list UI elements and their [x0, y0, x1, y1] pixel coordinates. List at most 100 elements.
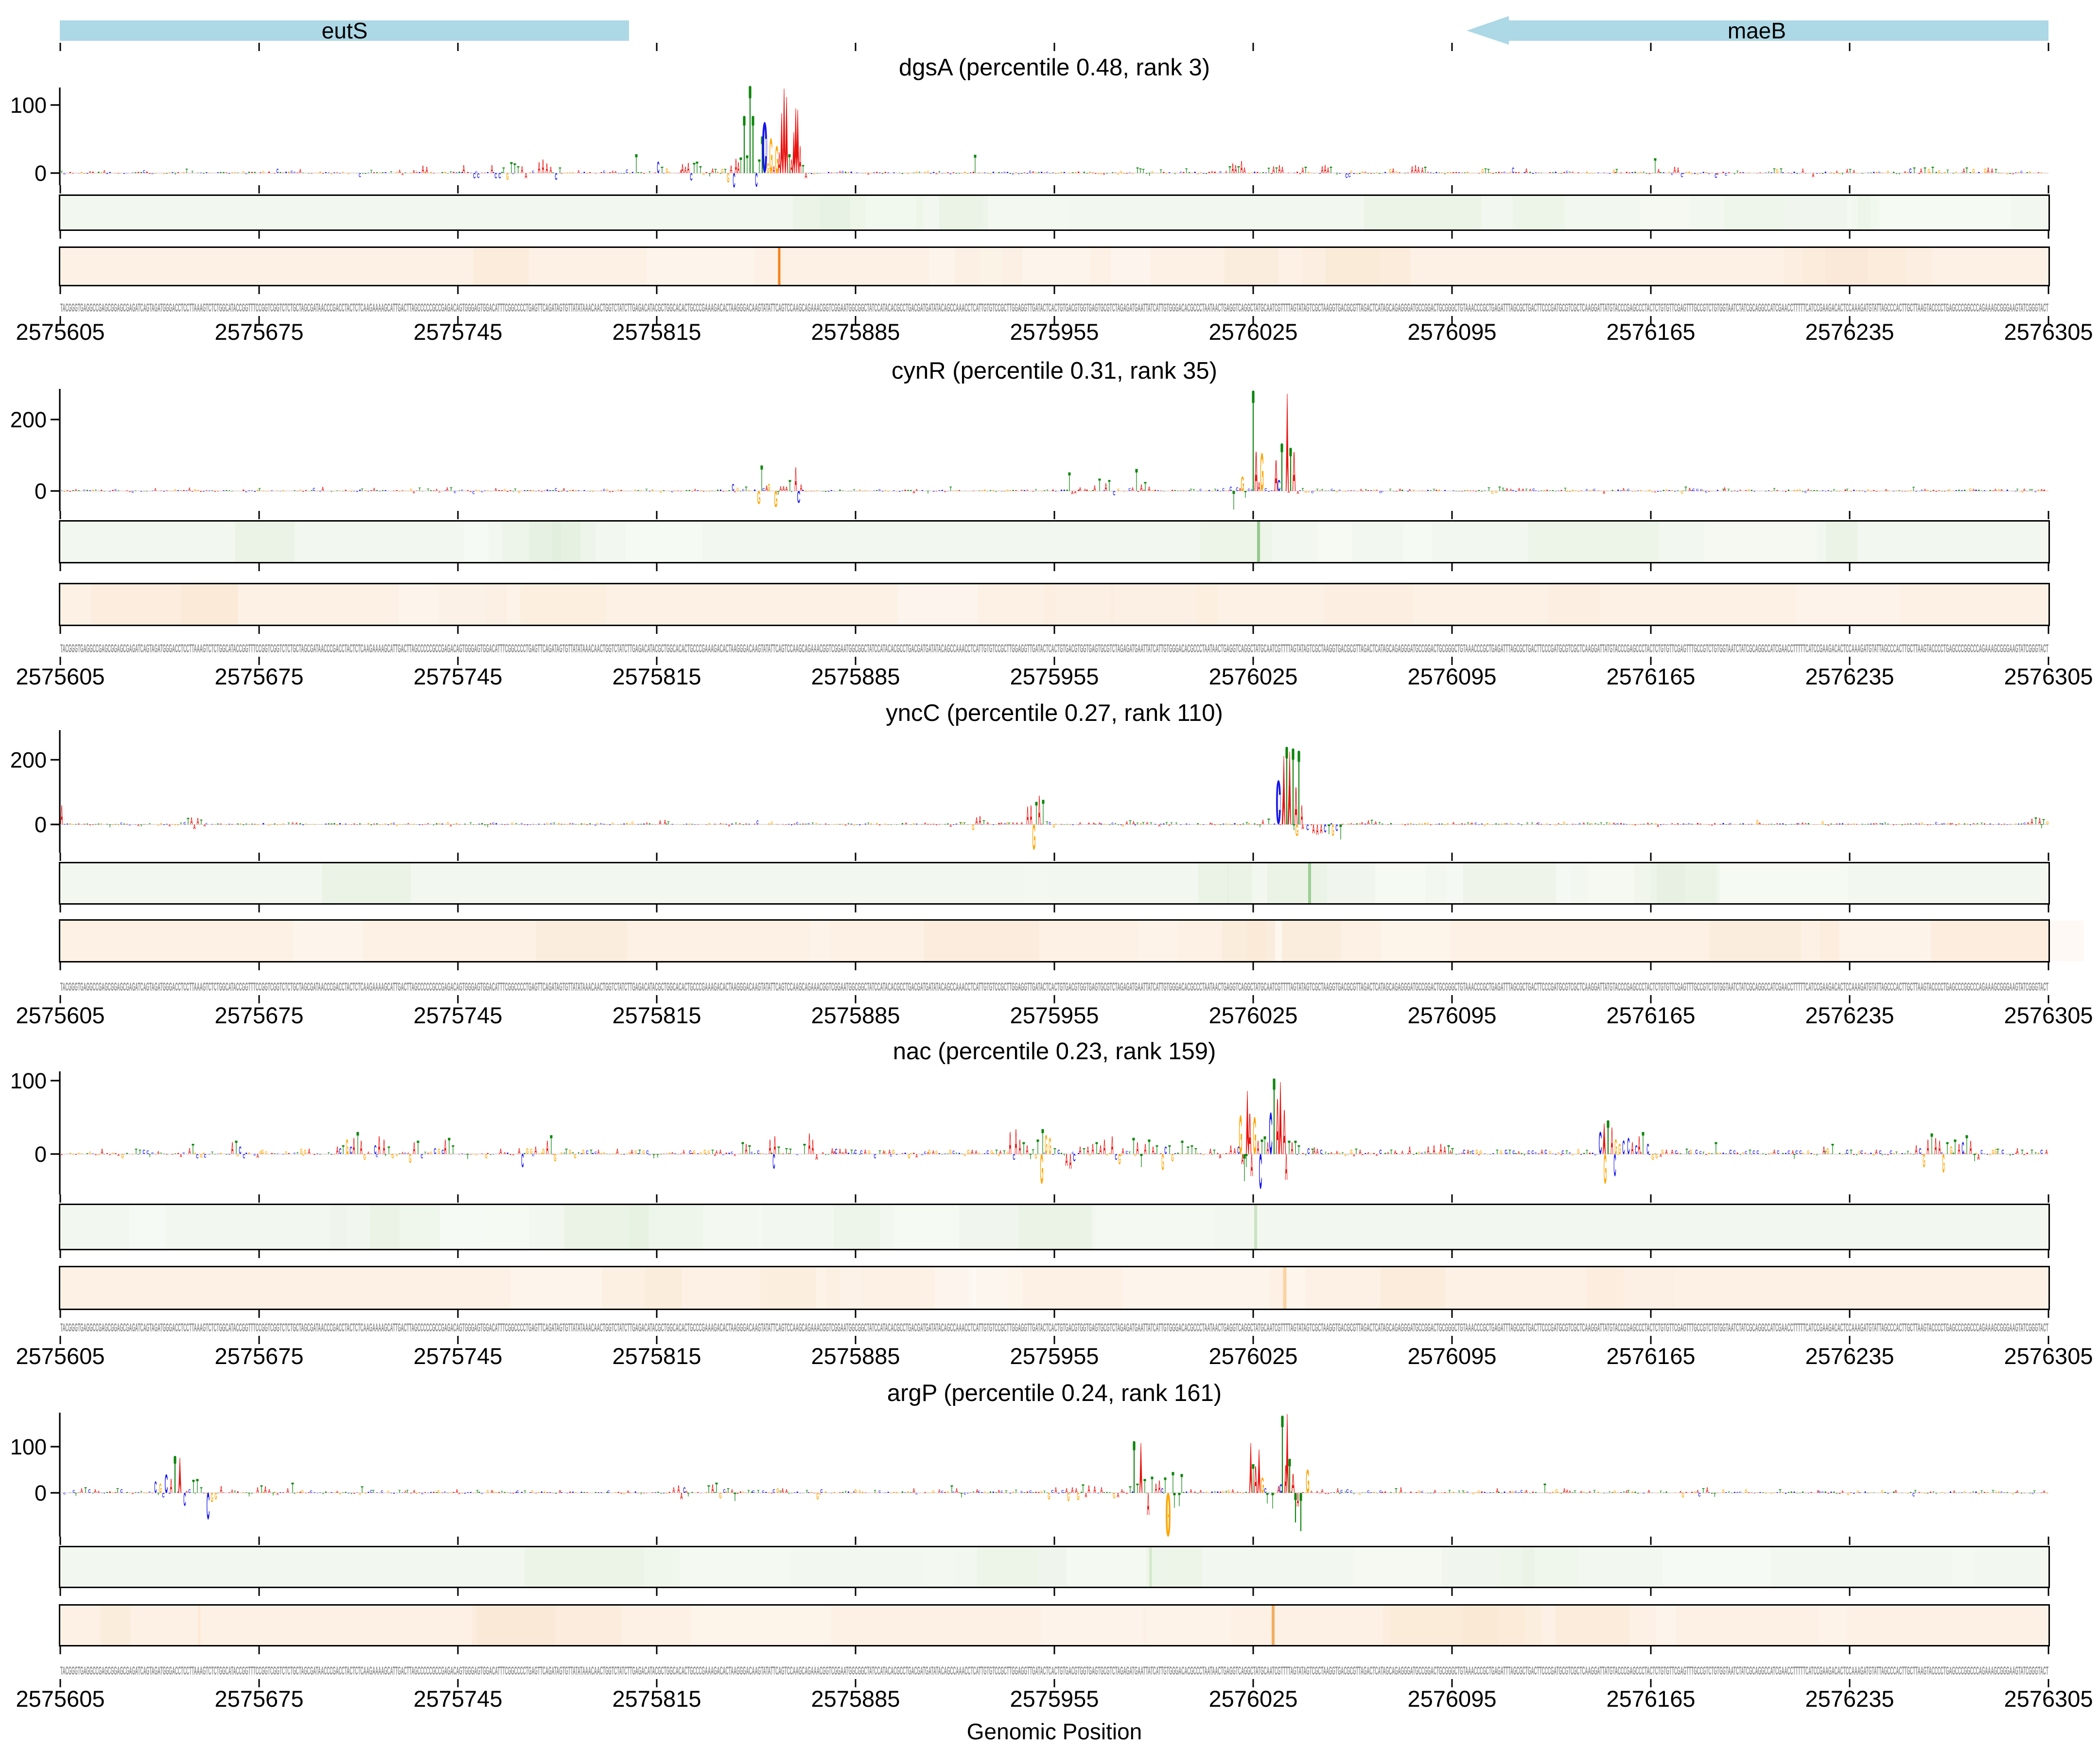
- svg-text:A: A: [1677, 1153, 1680, 1155]
- svg-text:A: A: [975, 816, 978, 827]
- svg-text:A: A: [935, 173, 938, 175]
- svg-text:A: A: [1716, 173, 1719, 175]
- svg-text:A: A: [782, 485, 785, 493]
- svg-text:T: T: [777, 490, 779, 496]
- svg-text:T: T: [510, 160, 512, 177]
- svg-text:T: T: [950, 1483, 953, 1495]
- svg-text:T: T: [1370, 819, 1373, 826]
- svg-text:T: T: [1042, 793, 1044, 832]
- svg-text:eutS: eutS: [322, 18, 368, 43]
- svg-text:A: A: [373, 487, 375, 492]
- svg-text:A: A: [286, 1488, 289, 1495]
- svg-text:G: G: [1950, 1145, 1952, 1156]
- svg-text:G: G: [1227, 1489, 1230, 1494]
- svg-text:G: G: [260, 1150, 262, 1155]
- svg-text:T: T: [1623, 1491, 1625, 1493]
- svg-text:T: T: [963, 822, 966, 825]
- svg-text:C: C: [1505, 822, 1508, 825]
- svg-text:T: T: [1444, 173, 1446, 175]
- svg-text:C: C: [1061, 1489, 1064, 1494]
- svg-text:T: T: [959, 821, 962, 825]
- svg-text:G: G: [1509, 172, 1511, 174]
- svg-text:C: C: [1311, 491, 1313, 494]
- svg-text:C: C: [1020, 1490, 1023, 1494]
- svg-text:C: C: [1251, 489, 1254, 491]
- svg-text:A: A: [785, 1488, 788, 1494]
- svg-text:T: T: [867, 822, 870, 825]
- svg-text:C: C: [1278, 477, 1281, 494]
- svg-text:C: C: [494, 172, 497, 180]
- svg-text:A: A: [1018, 1135, 1021, 1159]
- svg-text:C: C: [1909, 168, 1911, 175]
- svg-text:G: G: [1923, 1150, 1925, 1172]
- svg-text:T: T: [699, 165, 701, 175]
- svg-text:G: G: [868, 1149, 870, 1155]
- svg-text:A: A: [101, 1147, 103, 1156]
- svg-text:A: A: [1563, 1488, 1565, 1495]
- svg-text:A: A: [1103, 1135, 1105, 1159]
- svg-text:C: C: [1915, 823, 1918, 825]
- svg-text:T: T: [747, 1489, 750, 1494]
- svg-text:A: A: [1087, 822, 1090, 825]
- svg-text:G: G: [1847, 1493, 1850, 1497]
- svg-text:G: G: [1523, 1491, 1526, 1494]
- svg-text:2576305: 2576305: [2004, 319, 2093, 345]
- svg-text:T: T: [448, 1134, 450, 1159]
- svg-text:A: A: [407, 822, 410, 825]
- svg-text:A: A: [2038, 817, 2041, 827]
- svg-text:C: C: [1692, 488, 1695, 492]
- svg-text:A: A: [1610, 1119, 1613, 1162]
- svg-text:2575885: 2575885: [811, 319, 900, 345]
- svg-text:A: A: [1791, 1150, 1794, 1155]
- svg-text:A: A: [1569, 1490, 1571, 1494]
- svg-text:C: C: [1335, 823, 1338, 833]
- svg-text:C: C: [772, 1488, 775, 1494]
- svg-text:A: A: [888, 1149, 891, 1156]
- svg-text:A: A: [2040, 489, 2043, 492]
- svg-text:G: G: [1681, 1492, 1684, 1499]
- svg-text:C: C: [978, 1490, 980, 1494]
- svg-text:T: T: [1325, 1152, 1328, 1155]
- svg-text:C: C: [183, 1489, 186, 1510]
- svg-text:T: T: [1316, 488, 1319, 492]
- svg-text:T: T: [805, 1489, 808, 1494]
- svg-text:T: T: [1128, 1151, 1131, 1155]
- svg-text:T: T: [296, 1152, 299, 1155]
- svg-text:G: G: [492, 1491, 495, 1493]
- svg-text:G: G: [660, 491, 662, 494]
- svg-text:G: G: [447, 822, 449, 826]
- svg-text:G: G: [928, 1149, 930, 1156]
- svg-text:C: C: [393, 823, 396, 825]
- svg-text:T: T: [844, 1491, 847, 1494]
- svg-text:T: T: [746, 151, 748, 179]
- svg-text:T: T: [1108, 477, 1110, 494]
- svg-text:A: A: [80, 1488, 83, 1495]
- svg-text:A: A: [257, 1153, 259, 1160]
- svg-text:T: T: [160, 1152, 162, 1155]
- svg-text:T: T: [1232, 486, 1235, 516]
- svg-text:A: A: [1086, 1145, 1089, 1156]
- svg-text:2575675: 2575675: [215, 319, 304, 345]
- svg-text:C: C: [512, 173, 515, 175]
- svg-text:T: T: [1749, 1149, 1751, 1155]
- svg-text:G: G: [194, 489, 196, 492]
- svg-text:A: A: [455, 1488, 458, 1494]
- svg-text:A: A: [1394, 1150, 1396, 1155]
- svg-text:A: A: [841, 1152, 844, 1155]
- svg-text:T: T: [1976, 823, 1979, 825]
- svg-text:C: C: [1505, 1149, 1507, 1156]
- svg-text:A: A: [525, 172, 527, 180]
- svg-text:T: T: [1841, 173, 1844, 175]
- svg-text:T: T: [1029, 1153, 1032, 1161]
- svg-text:T: T: [1496, 1149, 1498, 1155]
- svg-text:T: T: [1135, 462, 1138, 498]
- svg-text:T: T: [513, 161, 516, 176]
- svg-text:2575885: 2575885: [811, 1343, 900, 1369]
- svg-text:A: A: [627, 1490, 629, 1494]
- svg-text:G: G: [506, 172, 508, 183]
- svg-text:A: A: [1288, 490, 1290, 494]
- svg-text:T: T: [452, 1143, 454, 1157]
- svg-text:C: C: [1627, 489, 1629, 492]
- svg-text:G: G: [665, 167, 668, 175]
- svg-text:T: T: [711, 1149, 714, 1155]
